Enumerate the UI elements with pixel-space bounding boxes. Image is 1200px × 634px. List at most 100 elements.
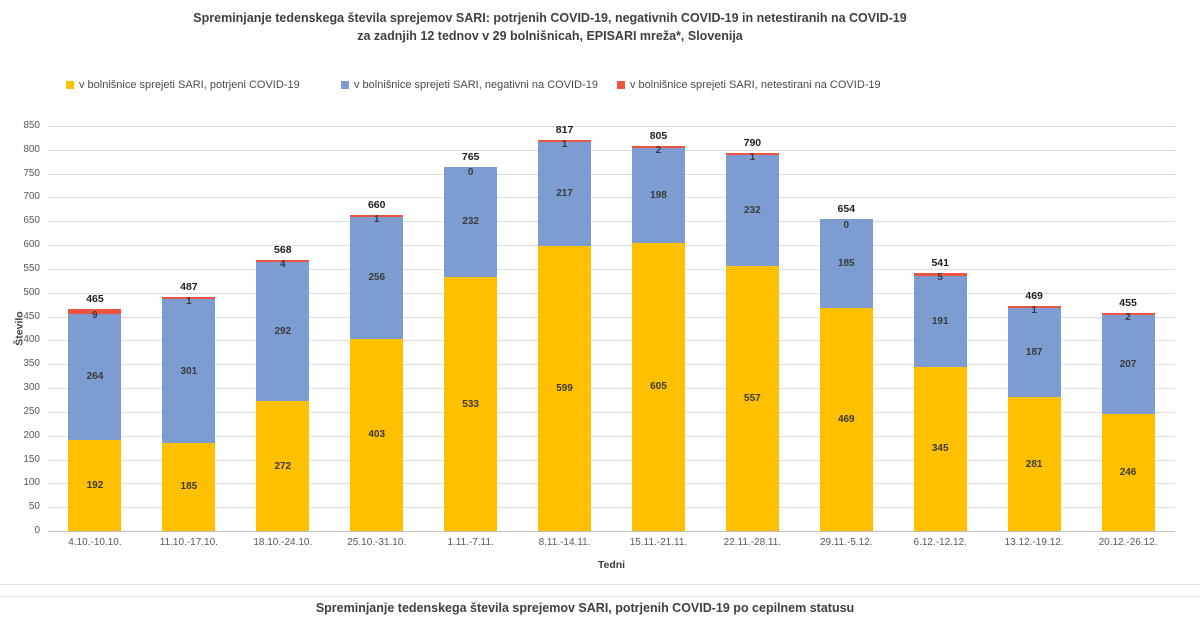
x-tick-label: 1.11.-7.11. xyxy=(447,537,494,548)
bar-segment-confirmed xyxy=(1101,413,1155,531)
gridline-150 xyxy=(48,459,1175,461)
y-tick-label: 200 xyxy=(23,429,40,441)
bar-segment-confirmed xyxy=(1007,397,1061,531)
y-tick-label: 300 xyxy=(23,382,40,394)
gridline-0 xyxy=(48,531,1175,532)
bar-value-untested: 2 xyxy=(1125,311,1131,323)
gridline-350 xyxy=(48,364,1175,366)
chart-title: Spreminjanje tedenskega števila sprejemo… xyxy=(0,9,1100,45)
x-tick-label: 8.11.-14.11. xyxy=(538,537,591,548)
y-tick-label: 600 xyxy=(23,239,40,251)
bar-total-label: 790 xyxy=(743,137,762,150)
x-tick-label: 11.10.-17.10. xyxy=(159,537,218,548)
bar-segment-negative xyxy=(68,313,122,440)
legend-label-untested: v bolnišnice sprejeti SARI, netestirani … xyxy=(630,79,881,91)
y-tick-label: 550 xyxy=(23,262,40,274)
x-tick-label: 4.10.-10.10. xyxy=(68,537,122,548)
y-tick-label: 100 xyxy=(23,477,40,489)
bar-value-confirmed: 345 xyxy=(931,443,949,455)
footer-divider-bottom xyxy=(0,596,1200,597)
bar-value-confirmed: 281 xyxy=(1025,458,1043,470)
bar-segment-untested xyxy=(725,153,779,156)
bar-value-negative: 292 xyxy=(274,326,292,338)
bar-segment-confirmed xyxy=(68,439,122,531)
y-tick-label: 450 xyxy=(23,310,40,322)
bar-segment-negative xyxy=(913,275,967,367)
bar-segment-negative xyxy=(256,262,310,402)
bar-value-untested: 0 xyxy=(843,219,850,231)
bar-segment-untested xyxy=(538,140,592,143)
bar-total-label: 660 xyxy=(367,199,386,211)
gridline-50 xyxy=(48,507,1175,509)
x-tick-label: 18.10.-24.10. xyxy=(253,537,313,548)
y-tick-label: 0 xyxy=(34,525,40,536)
bar-segment-confirmed xyxy=(913,366,967,531)
legend-item-confirmed: v bolnišnice sprejeti SARI, potrjeni COV… xyxy=(66,79,300,91)
chart-title-line2: za zadnjih 12 tednov v 29 bolnišnicah, E… xyxy=(357,29,743,43)
bar-segment-untested xyxy=(68,309,122,314)
bar-value-untested: 1 xyxy=(1031,304,1037,316)
legend-swatch-confirmed-icon xyxy=(66,81,74,89)
y-tick-label: 700 xyxy=(23,191,40,203)
bar-value-confirmed: 599 xyxy=(556,382,573,394)
bar xyxy=(256,260,310,531)
bar-value-negative: 198 xyxy=(650,190,667,202)
bar-value-negative: 232 xyxy=(462,216,479,228)
bar-total-label: 765 xyxy=(461,150,480,163)
y-axis-title: Število xyxy=(13,311,26,346)
bar-value-confirmed: 246 xyxy=(1119,466,1137,478)
bar-value-confirmed: 272 xyxy=(274,460,292,472)
bar-total-label: 465 xyxy=(86,293,104,306)
x-tick-label: 15.11.-21.11. xyxy=(629,537,688,548)
bar-segment-negative xyxy=(1101,315,1155,414)
bar-value-untested: 4 xyxy=(280,258,286,270)
gridline-750 xyxy=(48,173,1175,175)
bar-value-untested: 5 xyxy=(937,272,943,284)
bar-value-negative: 185 xyxy=(837,257,855,269)
gridline-550 xyxy=(48,268,1175,270)
bar-segment-untested xyxy=(631,146,685,149)
bar xyxy=(1101,313,1155,531)
gridline-450 xyxy=(48,316,1175,318)
bar-total-label: 455 xyxy=(1119,297,1137,310)
legend-item-untested: v bolnišnice sprejeti SARI, netestirani … xyxy=(617,79,881,91)
bar-segment-confirmed xyxy=(725,265,779,531)
bar xyxy=(68,309,122,531)
bar-segment-untested xyxy=(256,260,310,263)
bar-value-untested: 1 xyxy=(186,295,192,307)
gridline-500 xyxy=(48,292,1175,294)
bar-value-negative: 256 xyxy=(368,272,386,284)
bar xyxy=(162,297,216,531)
bar-value-negative: 191 xyxy=(931,315,949,327)
gridline-300 xyxy=(48,388,1175,390)
bar-value-untested: 1 xyxy=(749,151,756,163)
gridline-850 xyxy=(48,126,1175,127)
bar-segment-untested xyxy=(350,215,404,217)
bar-segment-negative xyxy=(631,148,685,243)
chart-title-line1: Spreminjanje tedenskega števila sprejemo… xyxy=(193,11,907,25)
bar-segment-negative xyxy=(444,166,498,278)
bar-value-negative: 207 xyxy=(1119,358,1137,370)
x-tick-label: 13.12.-19.12. xyxy=(1004,537,1064,548)
bar-value-negative: 232 xyxy=(744,204,761,216)
bar xyxy=(819,219,873,531)
x-tick-label: 25.10.-31.10. xyxy=(347,537,407,548)
bar-segment-confirmed xyxy=(350,338,404,531)
bar-value-untested: 0 xyxy=(467,167,474,178)
bar-value-confirmed: 192 xyxy=(86,479,104,491)
bar-segment-negative xyxy=(819,219,873,308)
x-tick-label: 22.11.-28.11. xyxy=(723,537,782,548)
legend-swatch-untested-icon xyxy=(617,81,625,89)
y-tick-label: 400 xyxy=(23,334,40,346)
legend-swatch-negative-icon xyxy=(341,81,349,89)
gridline-800 xyxy=(48,149,1175,151)
bar-segment-negative xyxy=(725,155,779,266)
bar-segment-confirmed xyxy=(819,307,873,531)
y-tick-label: 800 xyxy=(23,143,40,155)
bar-segment-confirmed xyxy=(538,245,592,531)
gridline-700 xyxy=(48,197,1175,199)
bar-value-confirmed: 605 xyxy=(650,381,667,393)
y-tick-label: 850 xyxy=(23,120,40,131)
y-tick-label: 650 xyxy=(23,215,40,227)
